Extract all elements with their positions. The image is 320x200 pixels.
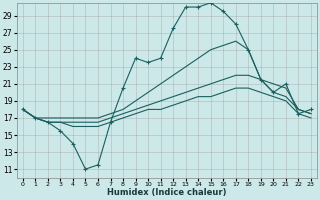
X-axis label: Humidex (Indice chaleur): Humidex (Indice chaleur) (107, 188, 227, 197)
